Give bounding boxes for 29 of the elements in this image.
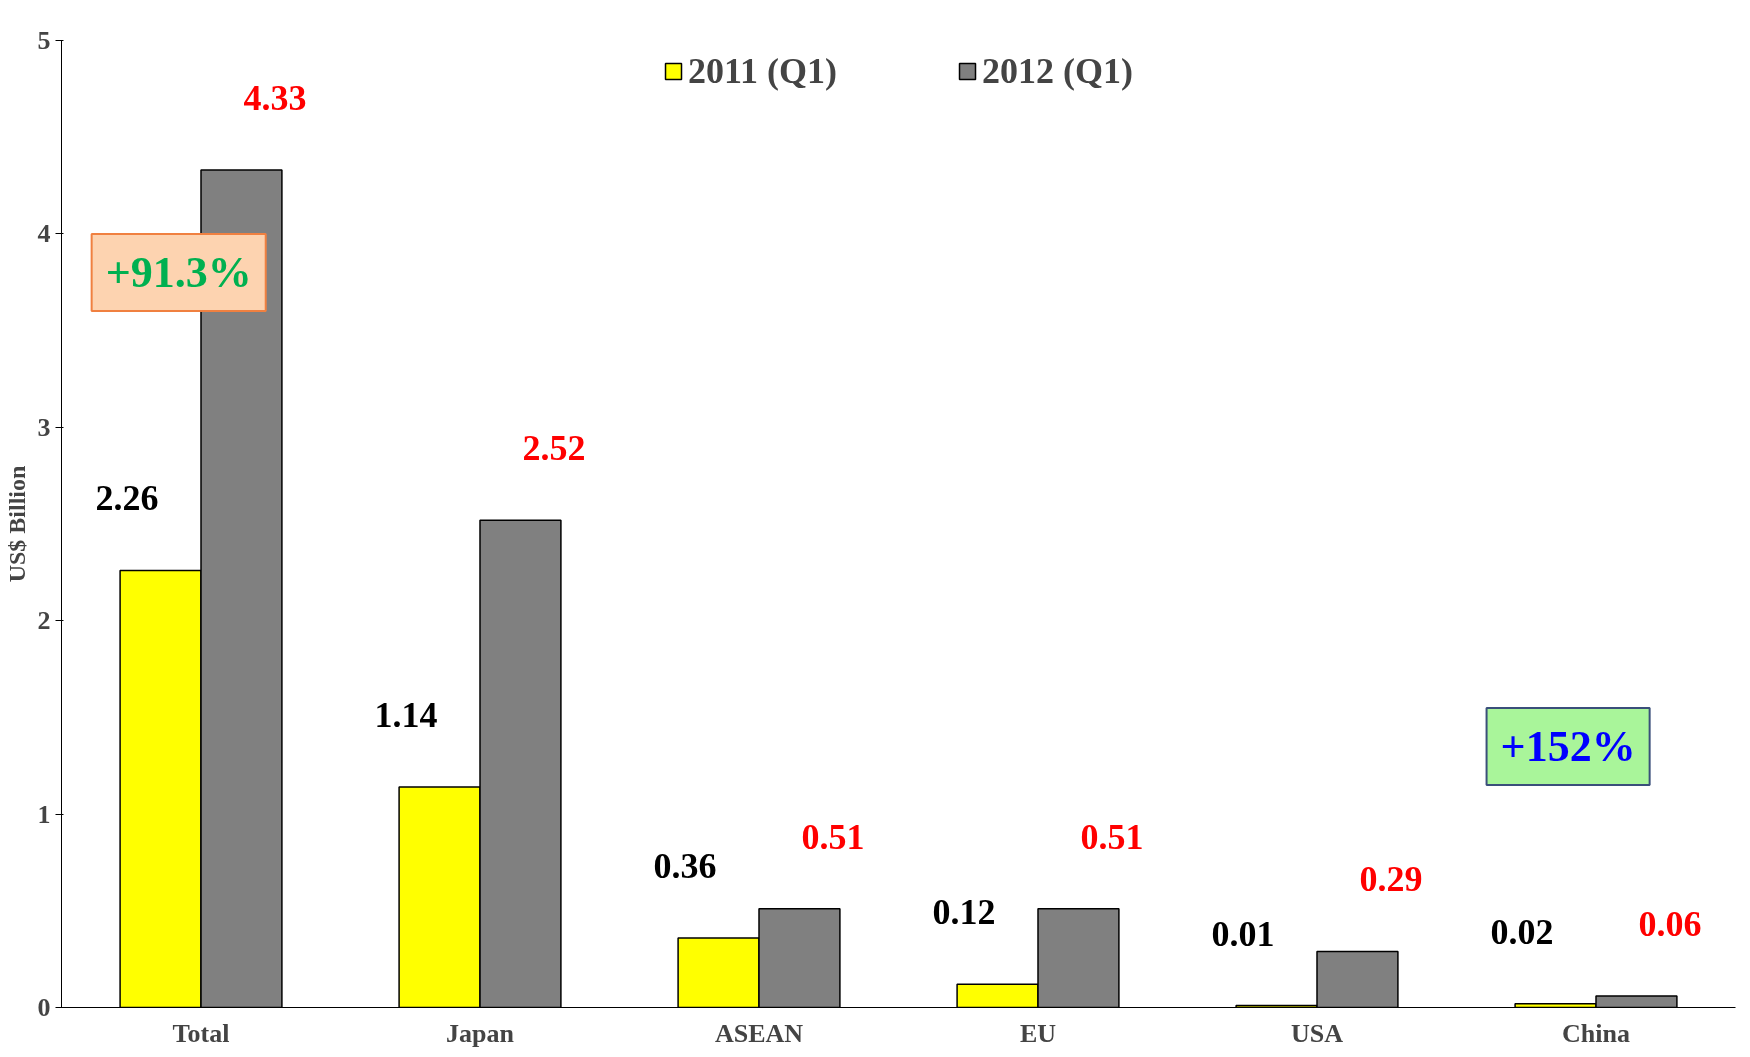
data-label: 0.36 (653, 845, 717, 886)
data-label: 0.29 (1359, 859, 1423, 900)
data-label: 0.02 (1490, 911, 1554, 952)
legend-label: 2012 (Q1) (982, 50, 1133, 92)
data-label: 0.06 (1638, 903, 1702, 944)
y-tick-label: 3 (37, 412, 51, 442)
data-label: 2.52 (522, 428, 586, 469)
data-label: 4.33 (243, 78, 307, 119)
annotation: +152% (1500, 721, 1636, 771)
x-tick-label: Japan (446, 1018, 515, 1048)
y-tick-label: 4 (37, 219, 51, 249)
data-label: 1.14 (374, 695, 438, 736)
annotation: +91.3% (105, 248, 252, 298)
data-label: 0.12 (932, 892, 996, 933)
y-tick-label: 1 (37, 799, 51, 829)
y-tick-label: 2 (37, 606, 51, 636)
data-label: 0.51 (1080, 816, 1144, 857)
data-label: 2.26 (95, 478, 159, 519)
data-label: 0.01 (1211, 913, 1275, 954)
x-tick-label: ASEAN (714, 1018, 804, 1048)
data-label: 0.51 (801, 816, 865, 857)
x-tick-label: EU (1019, 1018, 1057, 1048)
y-tick-label: 5 (37, 26, 51, 55)
y-axis-title: US$ Billion (3, 465, 30, 583)
x-tick-label: USA (1290, 1018, 1344, 1048)
legend-label: 2011 (Q1) (688, 50, 838, 92)
x-tick-label: China (1562, 1018, 1630, 1048)
y-tick-label: 0 (37, 993, 51, 1022)
x-tick-label: Total (172, 1018, 230, 1048)
